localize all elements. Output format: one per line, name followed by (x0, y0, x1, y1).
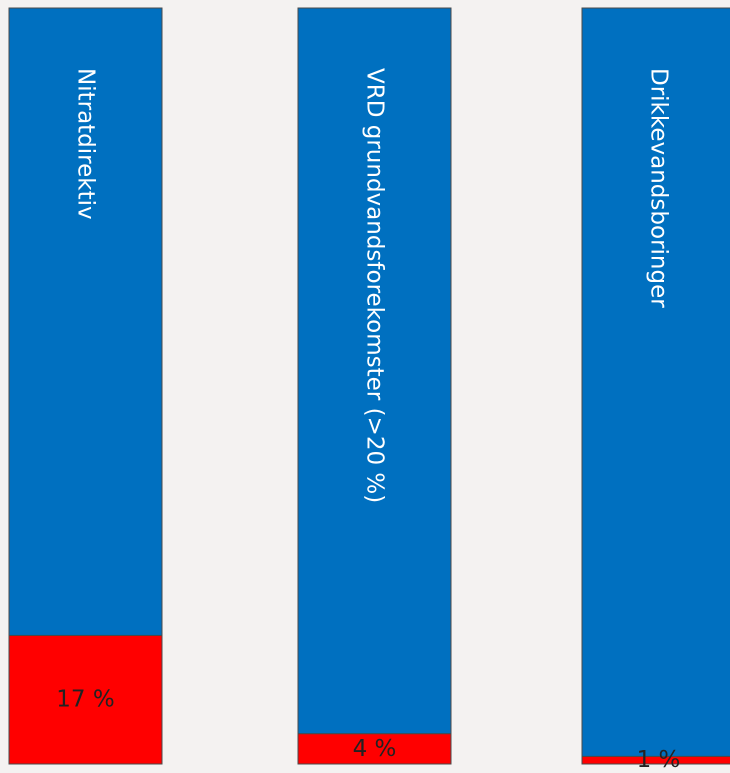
bar-segment-remainder-2 (297, 7, 452, 735)
bar-segment-share-1 (8, 634, 163, 765)
bar-segment-remainder-3 (581, 7, 730, 757)
category-label-1: Nitratdirektiv (73, 68, 99, 220)
bar-segment-share-2 (297, 733, 452, 765)
bar-group-3: Drikkevandsboringer 1 % (581, 7, 730, 773)
bar-segment-remainder-1 (8, 7, 163, 636)
bar-segment-share-3 (581, 755, 730, 765)
value-label-2: 4 % (353, 736, 397, 762)
category-label-3: Drikkevandsboringer (646, 68, 672, 308)
category-label-2: VRD grundvandsforekomster (>20 %) (362, 68, 388, 503)
bar-group-1: Nitratdirektiv 17 % (8, 7, 163, 765)
bar-group-2: VRD grundvandsforekomster (>20 %) 4 % (297, 7, 452, 765)
value-label-1: 17 % (56, 687, 114, 713)
value-label-3: 1 % (637, 747, 681, 773)
